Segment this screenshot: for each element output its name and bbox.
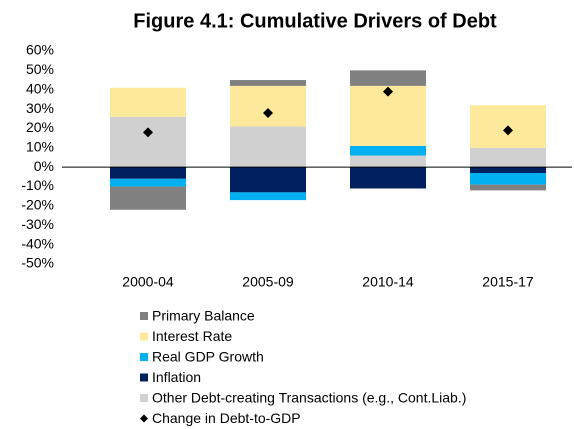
y-tick-label: 10% <box>26 139 54 155</box>
y-tick-label: 50% <box>26 61 54 77</box>
legend-swatch <box>140 312 148 320</box>
bar-segment <box>230 85 306 127</box>
x-tick-label: 2010-14 <box>362 274 414 290</box>
bar-segment <box>110 167 186 179</box>
bar-segment <box>110 87 186 117</box>
chart-title: Figure 4.1: Cumulative Drivers of Debt <box>133 10 497 32</box>
bar-segment <box>470 184 546 191</box>
marker <box>143 127 153 138</box>
bar-segment <box>110 186 186 210</box>
legend-label: Change in Debt-to-GDP <box>152 410 301 426</box>
bar-segment <box>350 70 426 86</box>
x-tick-label: 2015-17 <box>482 274 534 290</box>
y-tick-label: 30% <box>26 100 54 116</box>
bar-segment <box>350 155 426 168</box>
bar-segment <box>230 167 306 193</box>
marker <box>263 107 273 118</box>
y-tick-label: -10% <box>21 177 54 193</box>
y-tick-label: -30% <box>21 216 54 232</box>
y-tick-label: -40% <box>21 235 54 251</box>
y-tick-label: -50% <box>21 255 54 271</box>
bar-segment <box>230 126 306 168</box>
bar-segment <box>110 116 186 168</box>
legend-swatch <box>140 394 148 402</box>
bar-segment <box>470 167 546 173</box>
bar-segment <box>110 178 186 187</box>
bar-segment <box>230 192 306 201</box>
legend-swatch <box>140 373 148 382</box>
y-tick-label: 40% <box>26 80 54 96</box>
y-tick-label: -20% <box>21 197 54 213</box>
legend-label: Real GDP Growth <box>152 349 264 365</box>
legend-label: Primary Balance <box>152 308 255 324</box>
legend-label: Other Debt-creating Transactions (e.g., … <box>152 390 466 406</box>
bar-segment <box>470 172 546 185</box>
legend-label: Inflation <box>152 369 201 385</box>
marker <box>383 86 393 97</box>
y-tick-label: 20% <box>26 119 54 135</box>
legend-label: Interest Rate <box>152 328 232 344</box>
marker <box>503 125 513 136</box>
bar-segment <box>470 147 546 168</box>
legend-swatch <box>140 332 148 341</box>
y-tick-label: 60% <box>26 42 54 58</box>
x-tick-label: 2005-09 <box>242 274 294 290</box>
bar-segment <box>350 145 426 156</box>
y-tick-label: 0% <box>34 158 54 174</box>
bar-segment <box>350 167 426 189</box>
bar-segment <box>230 80 306 86</box>
legend-marker <box>140 414 148 423</box>
x-tick-label: 2000-04 <box>122 274 174 290</box>
legend-swatch <box>140 353 148 361</box>
